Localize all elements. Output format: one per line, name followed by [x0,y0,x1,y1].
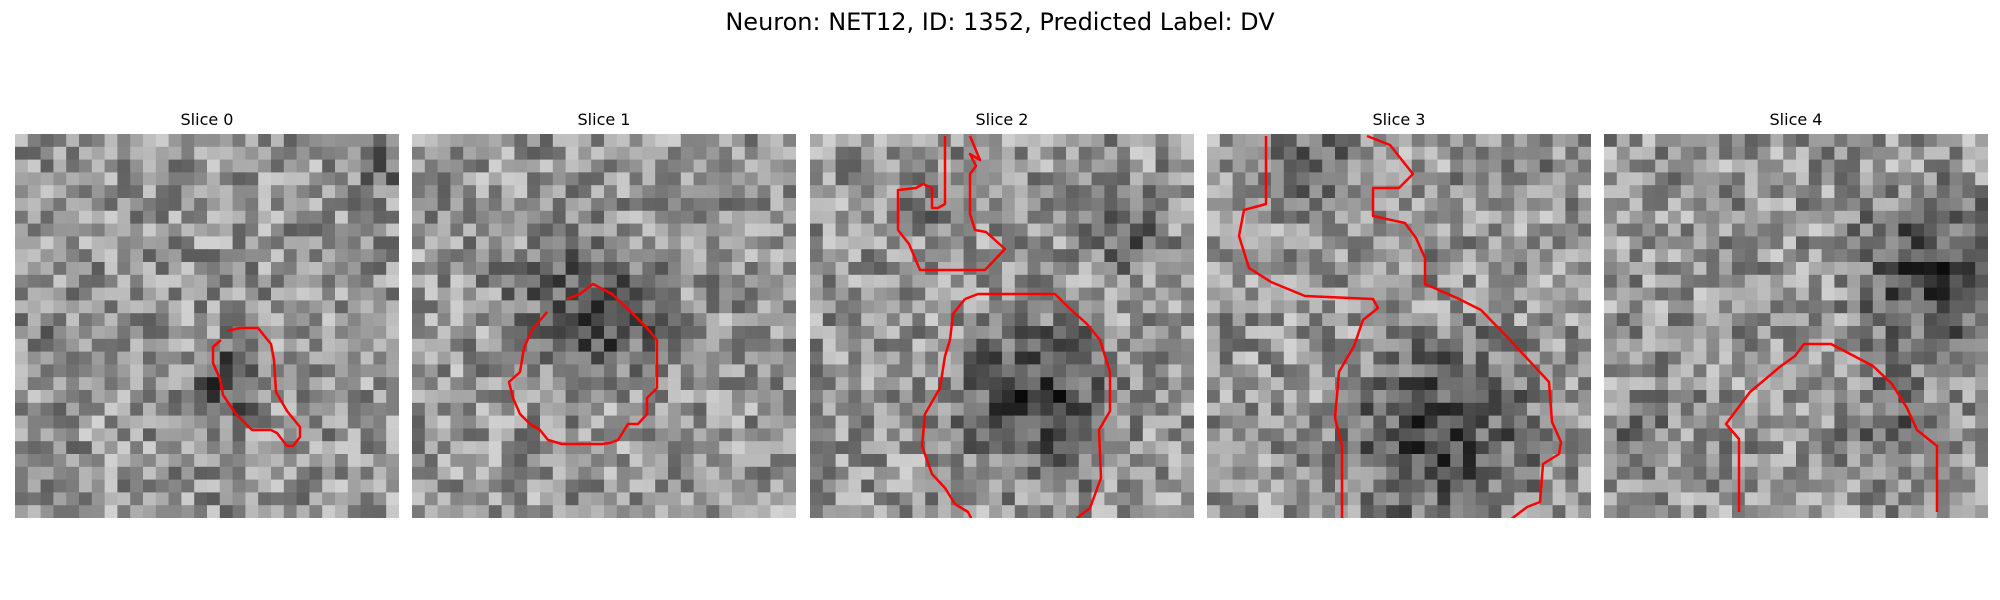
slice-panel-3: Slice 3 [1207,108,1591,518]
slice-panel-4: Slice 4 [1604,108,1988,518]
slice-image [412,134,796,518]
slice-panel-0: Slice 0 [15,108,399,518]
slice-image [1207,134,1591,518]
grayscale-pixel-grid [15,134,399,518]
figure-title: Neuron: NET12, ID: 1352, Predicted Label… [725,8,1275,36]
grayscale-pixel-grid [412,134,796,518]
segmentation-contour [1237,136,1380,518]
slice-title: Slice 0 [180,110,234,129]
segmentation-contour [920,298,973,518]
slice-image [15,134,399,518]
segmentation-contour [1724,342,1939,512]
grayscale-pixel-grid [810,134,1194,518]
grayscale-pixel-grid [1207,134,1591,518]
segmentation-contour [507,282,659,446]
segmentation-contour [964,292,1112,518]
segmentation-contour [896,135,1007,272]
slice-panel-1: Slice 1 [412,108,796,518]
slice-panel-2: Slice 2 [810,108,1194,518]
slice-title: Slice 4 [1769,110,1823,129]
slice-title: Slice 1 [577,110,631,129]
segmentation-contour [1366,134,1563,518]
slice-image [810,134,1194,518]
segmentation-contour [211,326,302,448]
slice-image [1604,134,1988,518]
grayscale-pixel-grid [1604,134,1988,518]
slice-title: Slice 3 [1372,110,1426,129]
slice-title: Slice 2 [975,110,1029,129]
